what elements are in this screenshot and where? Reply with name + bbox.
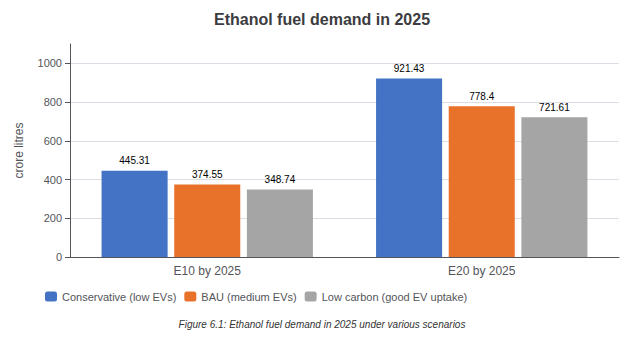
svg-text:800: 800 bbox=[44, 96, 62, 108]
svg-text:1000: 1000 bbox=[38, 57, 62, 69]
svg-text:BAU (medium EVs): BAU (medium EVs) bbox=[201, 291, 296, 303]
svg-text:Ethanol fuel demand in 2025: Ethanol fuel demand in 2025 bbox=[214, 11, 430, 28]
svg-text:400: 400 bbox=[44, 174, 62, 186]
svg-text:721.61: 721.61 bbox=[539, 102, 570, 113]
svg-text:374.55: 374.55 bbox=[192, 169, 223, 180]
svg-text:0: 0 bbox=[56, 251, 62, 263]
svg-text:600: 600 bbox=[44, 135, 62, 147]
svg-text:E10 by 2025: E10 by 2025 bbox=[174, 264, 242, 278]
svg-text:Conservative (low EVs): Conservative (low EVs) bbox=[62, 291, 176, 303]
svg-text:445.31: 445.31 bbox=[119, 155, 150, 166]
svg-text:200: 200 bbox=[44, 212, 62, 224]
svg-text:348.74: 348.74 bbox=[265, 174, 296, 185]
svg-text:778.4: 778.4 bbox=[469, 91, 494, 102]
svg-text:crore litres: crore litres bbox=[12, 122, 26, 178]
svg-text:Low carbon (good EV uptake): Low carbon (good EV uptake) bbox=[322, 291, 468, 303]
svg-text:Figure 6.1: Ethanol fuel deman: Figure 6.1: Ethanol fuel demand in 2025 … bbox=[179, 319, 466, 330]
svg-text:E20 by 2025: E20 by 2025 bbox=[448, 264, 516, 278]
svg-text:921.43: 921.43 bbox=[394, 63, 425, 74]
